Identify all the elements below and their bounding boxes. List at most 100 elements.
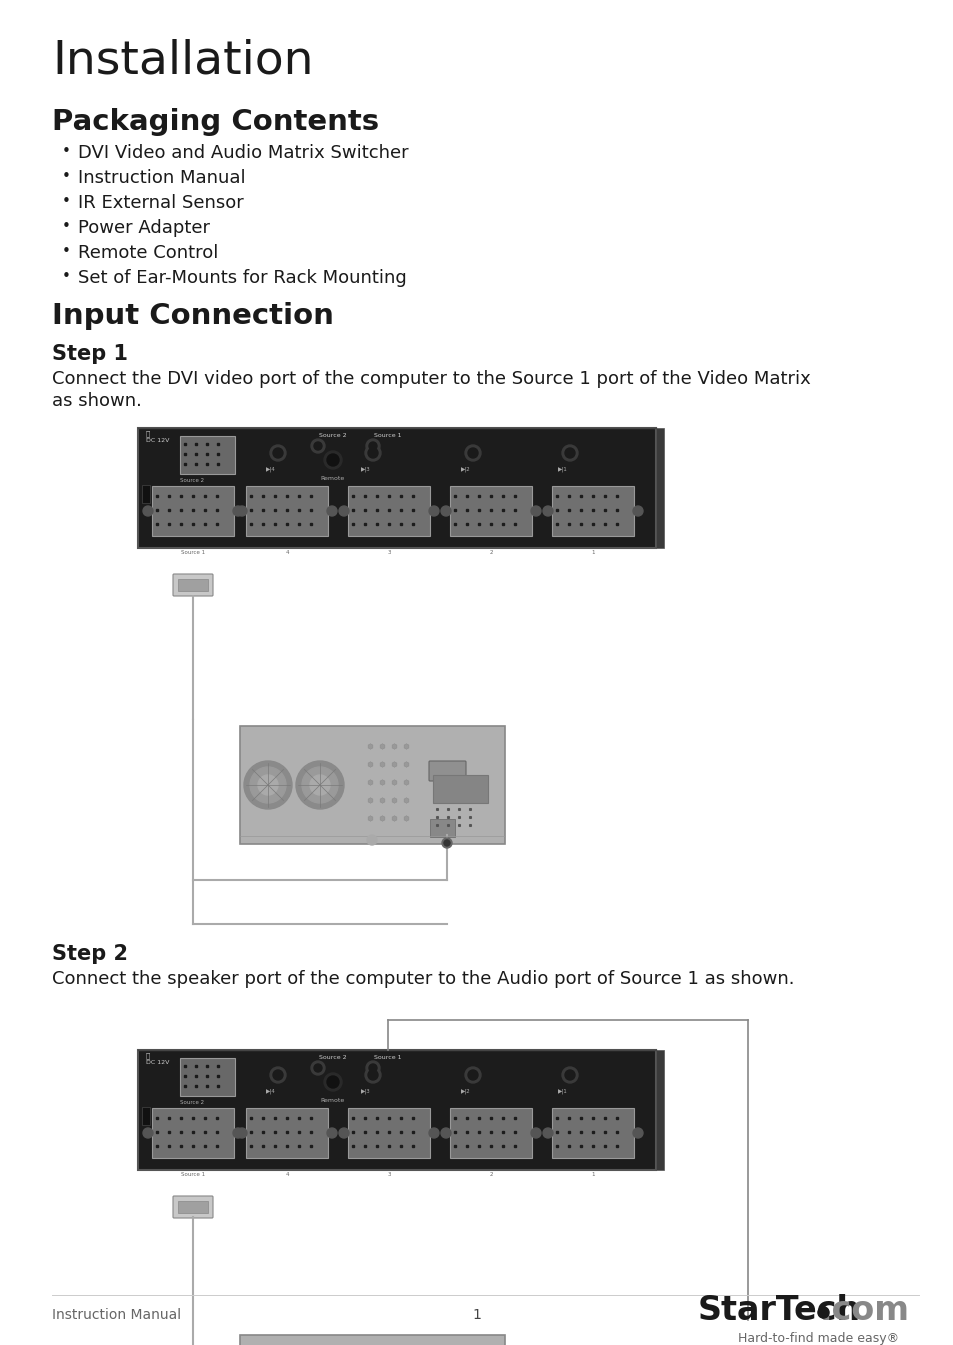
Circle shape [324,451,341,469]
FancyBboxPatch shape [450,1108,532,1158]
FancyBboxPatch shape [433,775,488,803]
Circle shape [244,761,292,808]
Circle shape [468,448,477,459]
Text: ▶|3: ▶|3 [360,1088,371,1093]
FancyBboxPatch shape [172,1196,213,1219]
Text: •: • [62,169,71,184]
Text: Source 2: Source 2 [180,1100,204,1106]
Text: Remote Control: Remote Control [78,243,218,262]
FancyBboxPatch shape [142,486,150,503]
Text: •: • [62,144,71,159]
Circle shape [233,1128,243,1138]
FancyBboxPatch shape [432,819,461,831]
Circle shape [311,1061,325,1075]
FancyBboxPatch shape [240,1336,504,1345]
FancyBboxPatch shape [427,814,467,837]
Text: Remote: Remote [320,1098,345,1103]
Text: ▶|2: ▶|2 [460,465,470,472]
Circle shape [369,1064,376,1072]
Circle shape [531,506,540,516]
FancyBboxPatch shape [246,486,328,537]
Circle shape [311,438,325,453]
Circle shape [270,1067,286,1083]
Text: 4: 4 [285,1171,289,1177]
FancyBboxPatch shape [348,1108,430,1158]
Text: ▶|3: ▶|3 [360,465,371,472]
FancyBboxPatch shape [138,428,656,547]
FancyBboxPatch shape [240,726,504,845]
FancyBboxPatch shape [656,428,663,547]
FancyBboxPatch shape [180,1059,234,1096]
Text: •: • [62,194,71,208]
Circle shape [302,767,337,803]
Text: Connect the DVI video port of the computer to the Source 1 port of the Video Mat: Connect the DVI video port of the comput… [52,370,810,387]
Text: •: • [62,269,71,284]
FancyBboxPatch shape [178,578,208,590]
Text: ▶|2: ▶|2 [460,1088,470,1093]
Circle shape [236,506,247,516]
Text: DVI Video and Audio Matrix Switcher: DVI Video and Audio Matrix Switcher [78,144,408,161]
Circle shape [314,443,322,451]
Text: Step 1: Step 1 [52,344,128,364]
Circle shape [236,1128,247,1138]
Text: 3: 3 [387,1171,391,1177]
Circle shape [429,506,438,516]
Circle shape [366,1061,379,1075]
Text: 3: 3 [387,550,391,555]
Text: Source 2: Source 2 [319,433,347,438]
Circle shape [464,445,480,461]
Circle shape [368,448,377,459]
Text: Source 1: Source 1 [181,1171,205,1177]
Circle shape [369,443,376,451]
Text: .com: .com [820,1294,909,1328]
Text: Installation: Installation [52,38,314,83]
Circle shape [366,438,379,453]
Circle shape [561,1067,578,1083]
Circle shape [273,448,283,459]
Text: Input Connection: Input Connection [52,303,334,330]
Text: ▶|4: ▶|4 [266,465,275,472]
FancyBboxPatch shape [180,436,234,473]
Circle shape [310,775,330,795]
Text: ⏻: ⏻ [146,430,150,437]
Text: 4: 4 [285,550,289,555]
Circle shape [468,1071,477,1080]
FancyBboxPatch shape [152,1108,233,1158]
Text: ▶|1: ▶|1 [558,465,567,472]
Circle shape [365,445,380,461]
Text: as shown.: as shown. [52,391,142,410]
Circle shape [143,506,152,516]
Circle shape [143,1128,152,1138]
Circle shape [441,838,452,847]
FancyBboxPatch shape [552,1108,634,1158]
Circle shape [327,1128,336,1138]
Text: Step 2: Step 2 [52,944,128,964]
FancyBboxPatch shape [138,1050,656,1170]
Circle shape [365,1067,380,1083]
Circle shape [531,1128,540,1138]
Text: Source 1: Source 1 [374,1054,401,1060]
Circle shape [464,1067,480,1083]
Text: ⏻: ⏻ [146,1052,150,1059]
Circle shape [257,775,277,795]
Circle shape [250,767,286,803]
Text: 1: 1 [591,1171,594,1177]
Circle shape [368,1071,377,1080]
Circle shape [233,506,243,516]
Text: 2: 2 [489,1171,493,1177]
Circle shape [440,1128,451,1138]
Text: Source 2: Source 2 [180,477,204,483]
FancyBboxPatch shape [172,574,213,596]
Circle shape [273,1071,283,1080]
FancyBboxPatch shape [429,761,465,781]
Text: StarTech: StarTech [698,1294,861,1328]
Circle shape [367,835,376,845]
Circle shape [440,506,451,516]
Circle shape [270,445,286,461]
Text: Source 1: Source 1 [181,550,205,555]
Circle shape [327,1076,338,1088]
Text: •: • [62,243,71,260]
Text: Source 1: Source 1 [374,433,401,438]
FancyBboxPatch shape [246,1108,328,1158]
Text: Hard-to-find made easy®: Hard-to-find made easy® [738,1332,898,1345]
